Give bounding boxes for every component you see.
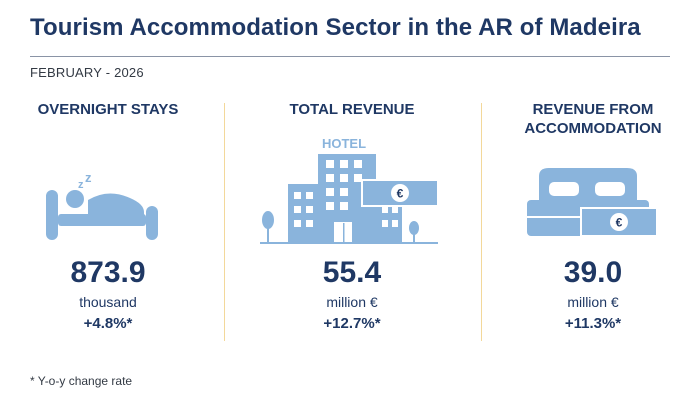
hotel-building-icon: HOTEL: [252, 132, 452, 248]
column-divider-left: [224, 103, 225, 341]
sleeping-in-bed-icon: z z: [8, 164, 208, 254]
indicator-change: +11.3%*: [564, 315, 622, 332]
indicator-value: 55.4: [322, 256, 382, 289]
indicator-change: +4.8%*: [83, 315, 133, 332]
indicator-unit: thousand: [79, 294, 137, 310]
svg-text:€: €: [616, 216, 623, 230]
indicator-title: REVENUE FROM ACCOMMODATION: [524, 101, 662, 137]
indicator-change: +12.7%*: [323, 315, 381, 332]
indicator-value: 873.9: [70, 256, 146, 289]
indicator-title: TOTAL REVENUE: [289, 101, 415, 118]
svg-text:z: z: [78, 179, 84, 191]
footnote: * Y-o-y change rate: [30, 374, 133, 388]
indicator-revenue-accommodation: REVENUE FROM ACCOMMODATION € 39.0 millio…: [493, 100, 693, 332]
hotel-sign-text: HOTEL: [322, 136, 366, 151]
indicator-value: 39.0: [563, 256, 623, 289]
column-divider-right: [481, 103, 482, 341]
indicator-total-revenue: TOTAL REVENUE HOTEL: [252, 100, 452, 332]
indicator-unit: million €: [567, 294, 619, 310]
page-title: Tourism Accommodation Sector in the AR o…: [30, 14, 641, 41]
indicator-overnight-stays: OVERNIGHT STAYS z z 873.9 thousand +4.8%…: [8, 100, 208, 332]
period-label: FEBRUARY - 2026: [30, 65, 144, 80]
bed-with-banknote-icon: €: [493, 164, 693, 244]
svg-text:€: €: [397, 187, 404, 201]
title-rule: [30, 56, 670, 57]
svg-text:z: z: [85, 170, 92, 185]
indicator-title: OVERNIGHT STAYS: [37, 101, 179, 118]
indicator-unit: million €: [326, 294, 378, 310]
